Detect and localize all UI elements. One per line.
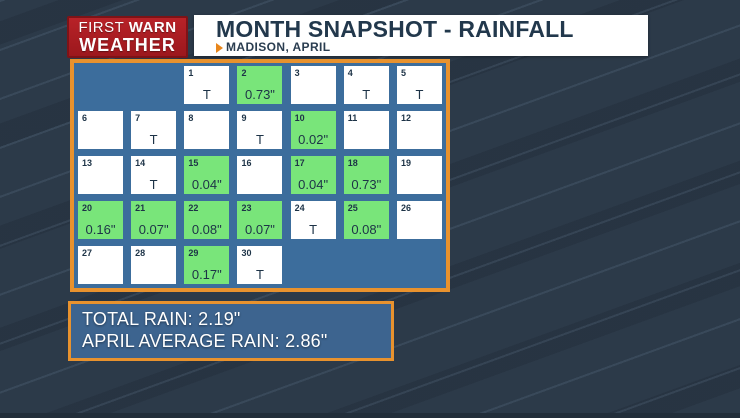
- rain-value: T: [202, 87, 211, 102]
- subtitle-row: MADISON, APRIL: [216, 41, 648, 54]
- calendar-day-21: 21 0.07": [131, 201, 177, 239]
- rain-value: T: [415, 87, 424, 102]
- day-number: 26: [400, 203, 411, 213]
- calendar-day-29: 29 0.17": [184, 246, 230, 284]
- rain-value: T: [149, 177, 158, 192]
- day-number: 3: [294, 68, 300, 78]
- calendar-day-8: 8: [184, 111, 230, 149]
- rain-value: 0.16": [85, 222, 116, 237]
- calendar-day-14: 14 T: [131, 156, 177, 194]
- calendar-day-13: 13: [78, 156, 123, 194]
- rain-value: T: [149, 132, 158, 147]
- day-number: 10: [294, 113, 305, 123]
- calendar-day-20: 20 0.16": [78, 201, 123, 239]
- rain-value: 0.08": [351, 222, 382, 237]
- rain-value: T: [255, 267, 264, 282]
- calendar-day-25: 25 0.08": [343, 201, 389, 239]
- calendar-empty-slot: [131, 66, 176, 104]
- day-number: 21: [135, 203, 146, 213]
- day-number: 30: [241, 248, 252, 258]
- location-label: MADISON, APRIL: [226, 40, 331, 54]
- day-number: 8: [188, 113, 194, 123]
- calendar-empty-slot: [78, 66, 123, 104]
- rain-value: 0.04": [298, 177, 329, 192]
- calendar-day-10: 10 0.02": [290, 111, 336, 149]
- day-number: 29: [188, 248, 199, 258]
- first-warn-weather-logo: FIRST WARN WEATHER: [67, 16, 188, 58]
- rain-value: 0.73": [351, 177, 382, 192]
- calendar-day-22: 22 0.08": [184, 201, 230, 239]
- total-rain-line: TOTAL RAIN: 2.19": [82, 309, 241, 329]
- rain-value: 0.02": [298, 132, 329, 147]
- calendar-day-12: 12: [396, 111, 442, 149]
- day-number: 14: [135, 158, 146, 168]
- calendar-day-19: 19: [396, 156, 442, 194]
- day-number: 16: [241, 158, 252, 168]
- title-banner: MONTH SNAPSHOT - RAINFALL MADISON, APRIL: [194, 15, 648, 56]
- rainfall-calendar-panel: 1 T 2 0.73" 3 4 T 5 T 6 7 T 8 9 T 10 0.02" 11 12 13 14 T 15 0.0…: [70, 59, 450, 292]
- bottom-edge-strip: [0, 413, 740, 418]
- day-number: 11: [347, 113, 358, 123]
- day-number: 4: [347, 68, 353, 78]
- rain-value: 0.07": [138, 222, 169, 237]
- logo-first: FIRST: [78, 19, 125, 36]
- totals-box: TOTAL RAIN: 2.19" APRIL AVERAGE RAIN: 2.…: [68, 301, 394, 361]
- calendar-day-30: 30 T: [237, 246, 283, 284]
- calendar-day-18: 18 0.73": [343, 156, 389, 194]
- rain-value: T: [309, 222, 318, 237]
- rain-value: 0.04": [191, 177, 222, 192]
- day-number: 12: [400, 113, 411, 123]
- day-number: 27: [82, 248, 93, 258]
- rain-value: 0.07": [245, 222, 275, 237]
- rain-value: 0.73": [245, 87, 275, 102]
- day-number: 28: [135, 248, 146, 258]
- logo-weather: WEATHER: [79, 35, 176, 55]
- day-number: 1: [188, 68, 194, 78]
- calendar-day-15: 15 0.04": [184, 156, 230, 194]
- calendar-grid: 1 T 2 0.73" 3 4 T 5 T 6 7 T 8 9 T 10 0.02" 11 12 13 14 T 15 0.0…: [78, 66, 442, 284]
- day-number: 19: [400, 158, 411, 168]
- average-rain-line: APRIL AVERAGE RAIN: 2.86": [82, 331, 328, 351]
- day-number: 2: [241, 68, 247, 78]
- day-number: 20: [82, 203, 93, 213]
- day-number: 7: [135, 113, 141, 123]
- day-number: 17: [294, 158, 305, 168]
- day-number: 24: [294, 203, 305, 213]
- day-number: 25: [347, 203, 358, 213]
- page-title: MONTH SNAPSHOT - RAINFALL: [216, 16, 574, 42]
- day-number: 22: [188, 203, 199, 213]
- rain-value: T: [362, 87, 371, 102]
- day-number: 15: [188, 158, 199, 168]
- calendar-day-26: 26: [396, 201, 442, 239]
- day-number: 6: [82, 113, 88, 123]
- rain-value: 0.17": [191, 267, 222, 282]
- rain-value: 0.08": [191, 222, 222, 237]
- calendar-day-27: 27: [78, 246, 123, 284]
- logo-warn: WARN: [128, 19, 177, 36]
- calendar-day-23: 23 0.07": [237, 201, 283, 239]
- logo-line1: FIRST WARN: [69, 20, 186, 35]
- day-number: 5: [400, 68, 406, 78]
- calendar-day-17: 17 0.04": [290, 156, 336, 194]
- calendar-day-2: 2 0.73": [237, 66, 283, 104]
- day-number: 9: [241, 113, 247, 123]
- day-number: 13: [82, 158, 93, 168]
- calendar-day-28: 28: [131, 246, 177, 284]
- day-number: 23: [241, 203, 252, 213]
- rain-value: T: [255, 132, 264, 147]
- calendar-day-6: 6: [78, 111, 123, 149]
- calendar-day-24: 24 T: [290, 201, 336, 239]
- play-arrow-icon: [216, 42, 223, 53]
- calendar-day-3: 3: [290, 66, 336, 104]
- calendar-day-16: 16: [237, 156, 283, 194]
- calendar-day-11: 11: [343, 111, 389, 149]
- day-number: 18: [347, 158, 358, 168]
